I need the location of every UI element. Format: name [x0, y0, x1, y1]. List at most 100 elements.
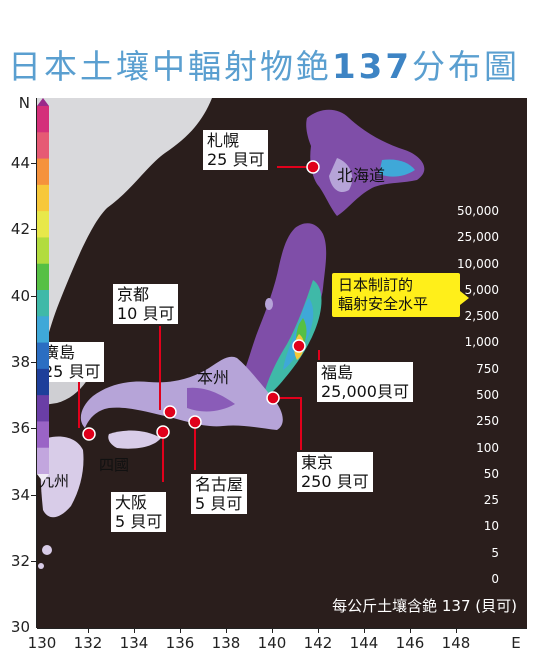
marker-fukushima [292, 339, 306, 353]
legend-swatch [37, 158, 49, 186]
y-tick-label: 38 [10, 353, 30, 371]
legend-swatch [37, 368, 49, 396]
marker-nagoya [188, 415, 202, 429]
x-tick-label: 140 [257, 634, 287, 652]
legend-level-label: 750 [476, 361, 499, 376]
sado-island [265, 298, 273, 310]
legend-arrow-bottom [37, 474, 49, 482]
x-tick-mark [88, 628, 89, 633]
safety-line-1: 日本制訂的 [338, 276, 414, 294]
x-tick-label: 148 [441, 634, 471, 652]
region-label-honshu: 本州 [197, 368, 230, 387]
legend-swatch [37, 447, 49, 475]
legend-level-label: 10 [483, 519, 499, 534]
legend-colorbar [37, 98, 49, 482]
city-name: 京都 [117, 285, 150, 304]
x-tick-mark [272, 628, 273, 633]
safety-line-2: 輻射安全水平 [338, 295, 429, 313]
city-name: 廣島 [43, 343, 76, 362]
marker-tokyo [266, 391, 280, 405]
map-title: 日本土壤中輻射物銫137分布圖 [8, 44, 520, 90]
hokkaido-pale [329, 158, 353, 193]
x-tick-mark [318, 628, 319, 633]
x-tick-label: 130 [27, 634, 57, 652]
title-suffix: 分布圖 [411, 47, 520, 86]
city-label-fukushima: 福島 25,000貝可 [317, 362, 413, 402]
city-name: 東京 [301, 453, 334, 472]
x-tick-mark [180, 628, 181, 633]
city-value: 250 貝可 [301, 472, 369, 491]
city-value: 5 貝可 [115, 512, 163, 531]
honshu-central [80, 356, 283, 430]
city-label-osaka: 大阪 5 貝可 [111, 492, 167, 532]
x-tick-label: 138 [211, 634, 241, 652]
city-label-kyoto: 京都 10 貝可 [113, 284, 179, 324]
legend-swatch [37, 106, 49, 133]
city-name: 福島 [321, 363, 354, 382]
legend-level-label: 100 [476, 440, 499, 455]
legend-arrow-top [37, 98, 49, 106]
x-tick-mark [364, 628, 365, 633]
city-name: 名古屋 [195, 475, 244, 494]
legend-level-label: 50,000 [457, 204, 499, 218]
x-tick-label: 144 [349, 634, 379, 652]
x-tick-label: 136 [165, 634, 195, 652]
city-markers [82, 160, 320, 441]
x-tick-label: 142 [303, 634, 333, 652]
y-axis-line [36, 98, 37, 628]
y-tick-mark [31, 362, 37, 363]
y-tick-label: 36 [10, 419, 30, 437]
marker-sapporo [306, 160, 320, 174]
city-value: 25,000貝可 [321, 382, 409, 401]
legend-level-label: 1,000 [464, 335, 499, 350]
y-tick-mark [31, 428, 37, 429]
y-tick-label: 42 [10, 220, 30, 238]
city-name: 札幌 [207, 131, 240, 150]
legend-swatch [37, 316, 49, 344]
region-label-shikoku: 四國 [99, 456, 130, 474]
legend-swatch [37, 237, 49, 265]
x-tick-label: 134 [119, 634, 149, 652]
city-label-nagoya: 名古屋 5 貝可 [191, 474, 248, 514]
x-tick-label: 132 [73, 634, 103, 652]
honshu-central-purple [187, 387, 235, 412]
y-tick-mark [31, 561, 37, 562]
title-number: 137 [332, 47, 412, 87]
legend-swatch [37, 211, 49, 238]
city-value: 5 貝可 [195, 494, 243, 513]
legend-swatch [37, 132, 49, 160]
x-tick-mark [134, 628, 135, 633]
asia-landmass [37, 98, 212, 378]
city-label-hiroshima: 廣島 25 貝可 [39, 342, 105, 382]
shikoku-island [108, 430, 161, 449]
legend-unit-label: 每公斤土壤含銫 137 (貝可) [332, 597, 517, 615]
legend-level-label: 500 [476, 388, 499, 402]
legend-swatch [37, 421, 49, 449]
leader-tokyo [273, 397, 302, 450]
legend-swatch [37, 290, 49, 317]
southern-islet [38, 563, 44, 569]
legend-level-label: 25,000 [457, 230, 499, 245]
legend-level-label: 2,500 [464, 309, 499, 324]
legend-swatch [37, 395, 49, 422]
legend-swatch [37, 184, 49, 212]
region-label-hokkaido: 北海道 [337, 166, 386, 185]
y-tick-label: 32 [10, 552, 30, 570]
x-tick-mark [226, 628, 227, 633]
southern-islet [42, 545, 52, 555]
map-panel: 北海道 本州 四國 九州 札幌 25 貝可 京都 10 貝可 廣島 25 貝可 … [37, 98, 527, 628]
marker-hiroshima [82, 427, 96, 441]
x-axis-line [37, 628, 527, 629]
legend-level-label: 50 [483, 466, 499, 481]
hokkaido-east-band [379, 159, 415, 177]
legend-level-label: 250 [476, 414, 499, 429]
title-text: 日本土壤中輻射物銫 [8, 47, 332, 86]
east-label: E [511, 634, 521, 652]
x-tick-label: 146 [395, 634, 425, 652]
y-tick-mark [31, 495, 37, 496]
y-tick-label: 44 [10, 154, 30, 172]
safety-level-callout: 日本制訂的 輻射安全水平 [332, 273, 469, 317]
north-label: N [18, 94, 30, 112]
city-value: 25 貝可 [207, 150, 265, 169]
y-tick-label: 40 [10, 287, 30, 305]
